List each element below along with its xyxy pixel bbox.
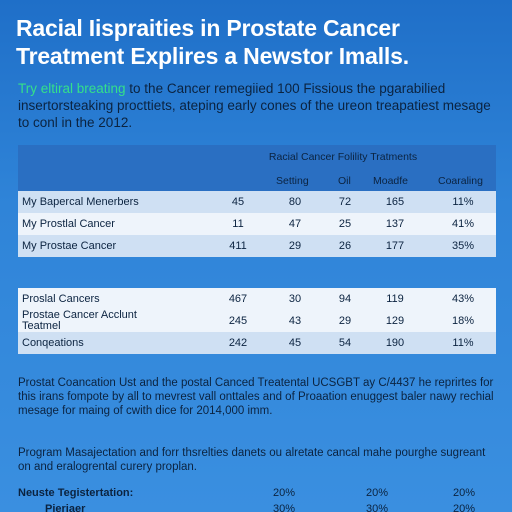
table-row: Prostae Cancer Acclunt Teatmel 245 43 29… xyxy=(18,310,496,332)
table-row: Proslal Cancers 467 30 94 119 43% xyxy=(18,288,496,310)
cell: 165 xyxy=(385,196,405,208)
cell: 43% xyxy=(451,293,475,305)
cell: 41% xyxy=(451,218,475,230)
cell: 177 xyxy=(385,240,405,252)
cell: 245 xyxy=(228,315,248,327)
column-header: Oil xyxy=(338,175,351,187)
cell: 11% xyxy=(452,337,474,349)
cell: 47 xyxy=(288,218,302,230)
cancer-facility-table: Racial Cancer Folility Tratments Setting… xyxy=(18,145,496,257)
cell: 45 xyxy=(231,196,245,208)
cell: 45 xyxy=(288,337,302,349)
footer-value: 20% xyxy=(273,487,296,499)
intro-connector: to the xyxy=(125,81,167,96)
row-label: Proslal Cancers xyxy=(22,293,100,305)
page-title: Racial Iispraities in Prostate Cancer Tr… xyxy=(16,15,409,69)
cell: 11 xyxy=(232,218,244,230)
cell: 80 xyxy=(288,196,302,208)
footer-value: 20% xyxy=(366,487,389,499)
cell: 35% xyxy=(451,240,475,252)
footer-label: Neuste Tegistertation: xyxy=(18,487,134,499)
column-header: Coaraling xyxy=(438,175,483,187)
table-row: My Bapercal Menerbers 45 80 72 165 11% xyxy=(18,191,496,213)
cell: 29 xyxy=(288,240,302,252)
cell: 242 xyxy=(228,337,248,349)
cell: 190 xyxy=(385,337,405,349)
column-header: Moadfe xyxy=(373,175,409,187)
cell: 94 xyxy=(338,293,352,305)
cell: 54 xyxy=(338,337,352,349)
cell: 467 xyxy=(228,293,248,305)
column-header: Setting xyxy=(276,175,309,187)
cell: 11% xyxy=(452,196,474,208)
footer-row: Pieriaer 30% 30% 20% xyxy=(45,503,512,512)
cell: 29 xyxy=(338,315,352,327)
footer-row: Neuste Tegistertation: 20% 20% 20% xyxy=(18,487,496,503)
footer-value: 30% xyxy=(273,503,296,512)
table-title: Racial Cancer Folility Tratments xyxy=(268,151,418,163)
table-row: My Prostlal Cancer 11 47 25 137 41% xyxy=(18,213,496,235)
cell: 25 xyxy=(338,218,352,230)
cell: 119 xyxy=(386,293,404,305)
cell: 129 xyxy=(385,315,405,327)
intro-text: remegiied 100 Fissious the pgarabilied i… xyxy=(18,81,491,130)
cell: 411 xyxy=(229,240,247,252)
table-row: Conqeations 242 45 54 190 11% xyxy=(18,332,496,354)
row-label: Prostae Cancer Acclunt Teatmel xyxy=(22,309,137,332)
cell: 18% xyxy=(451,315,475,327)
body-paragraph: Program Masajectation and forr thsreltie… xyxy=(18,447,486,473)
row-label: My Prostlal Cancer xyxy=(22,218,115,230)
intro-accent-2: Cancer xyxy=(166,81,211,96)
footer-value: 20% xyxy=(453,487,476,499)
cell: 43 xyxy=(288,315,302,327)
prostate-cancer-table: Proslal Cancers 467 30 94 119 43% Prosta… xyxy=(18,288,496,354)
footer-value: 30% xyxy=(366,503,389,512)
cell: 30 xyxy=(288,293,302,305)
footer-label: Pieriaer xyxy=(45,503,86,512)
row-label: Conqeations xyxy=(22,337,84,349)
table-header: Racial Cancer Folility Tratments Setting… xyxy=(18,145,496,191)
body-paragraph: Prostat Coancation Ust and the postal Ca… xyxy=(18,377,494,417)
row-label: My Prostae Cancer xyxy=(22,240,117,252)
cell: 26 xyxy=(338,240,352,252)
intro-paragraph: Try eltiral breating to the Cancer remeg… xyxy=(18,80,498,131)
table-row: My Prostae Cancer 411 29 26 177 35% xyxy=(18,235,496,257)
row-label: My Bapercal Menerbers xyxy=(22,196,139,208)
cell: 72 xyxy=(338,196,352,208)
footer-value: 20% xyxy=(453,503,476,512)
intro-accent: Try eltiral breating xyxy=(18,81,126,96)
cell: 137 xyxy=(385,218,405,230)
